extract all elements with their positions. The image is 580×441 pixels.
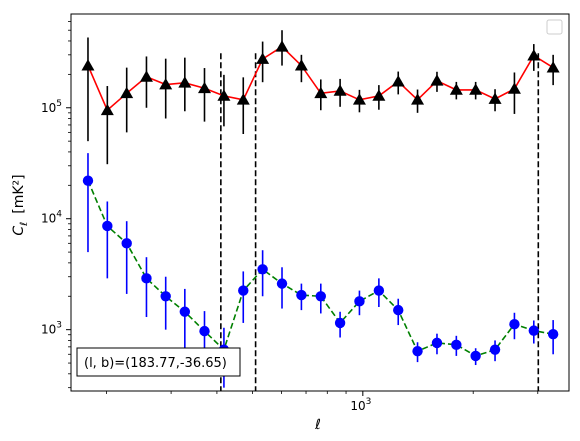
series-0-point [352,93,366,105]
series-1-point [179,306,191,317]
series-1-point [354,296,365,307]
y-axis-label: Cℓ [mK²] [11,174,30,235]
axes-ticks: 103 104 105 103 [41,21,539,413]
series-0-point [449,83,463,95]
series-1-point [121,238,132,249]
series-0-point [217,89,231,101]
series-0-point [81,59,95,71]
series-1-point [509,319,520,330]
series-0-point [314,86,328,99]
series-0-point [256,52,270,64]
y-axis-label-sub: ℓ [19,222,30,226]
series-1-point [315,291,326,302]
series-0-point [178,76,192,88]
series-1-point [393,304,404,316]
series-0-point [372,89,386,101]
annotation-text: (l, b)=(183.77,-36.65) [84,356,227,371]
series-0-point [507,82,521,94]
y-tick-label: 105 [41,99,62,115]
series-0-point [294,59,308,71]
y-tick-label: 103 [41,321,62,337]
series-0-point [430,74,444,86]
series-1-point [141,273,152,284]
y-axis-label-unit: [mK²] [11,174,27,213]
series-0-point [197,81,211,94]
series-0-point [488,92,502,104]
svg-text:Cℓ[mK²]: Cℓ [mK²] [11,174,30,235]
annotation-box: (l, b)=(183.77,-36.65) [76,347,241,377]
plot-content [81,30,560,391]
x-axis-label: ℓ [314,417,321,433]
series-0-point [546,61,560,73]
series-1-point [334,317,346,329]
y-axis-label-main: C [11,226,27,236]
series-1-point [102,220,113,232]
plot-frame [70,13,570,392]
series-0-point [139,70,153,82]
series-1-point [528,325,539,336]
series-0-point [100,103,114,116]
legend-box [546,19,563,35]
series-0-point [391,75,405,87]
series-1-point [199,325,210,337]
series-0-point [333,84,347,96]
series-1-point [489,344,501,355]
series-0-point [527,49,541,61]
y-tick-label: 104 [41,210,62,226]
series-1-point [451,339,462,351]
x-tick-label: 103 [350,397,371,413]
series-0-point [275,40,289,52]
series-0-point [469,83,483,95]
series-1-point [82,175,94,186]
series-1-point [276,278,288,289]
series-1-point [238,285,249,296]
series-1-point [257,264,268,275]
series-1-point [431,337,443,349]
series-0-point [411,93,425,105]
series-1-point [373,285,385,296]
series-1-point [547,329,559,340]
series-1-point [160,291,171,302]
series-0-point [120,86,134,99]
series-0-point [236,93,250,105]
series-1-point [412,345,423,357]
series-1-point [296,289,307,301]
series-1-point [470,350,481,362]
series-0-point [159,78,173,90]
